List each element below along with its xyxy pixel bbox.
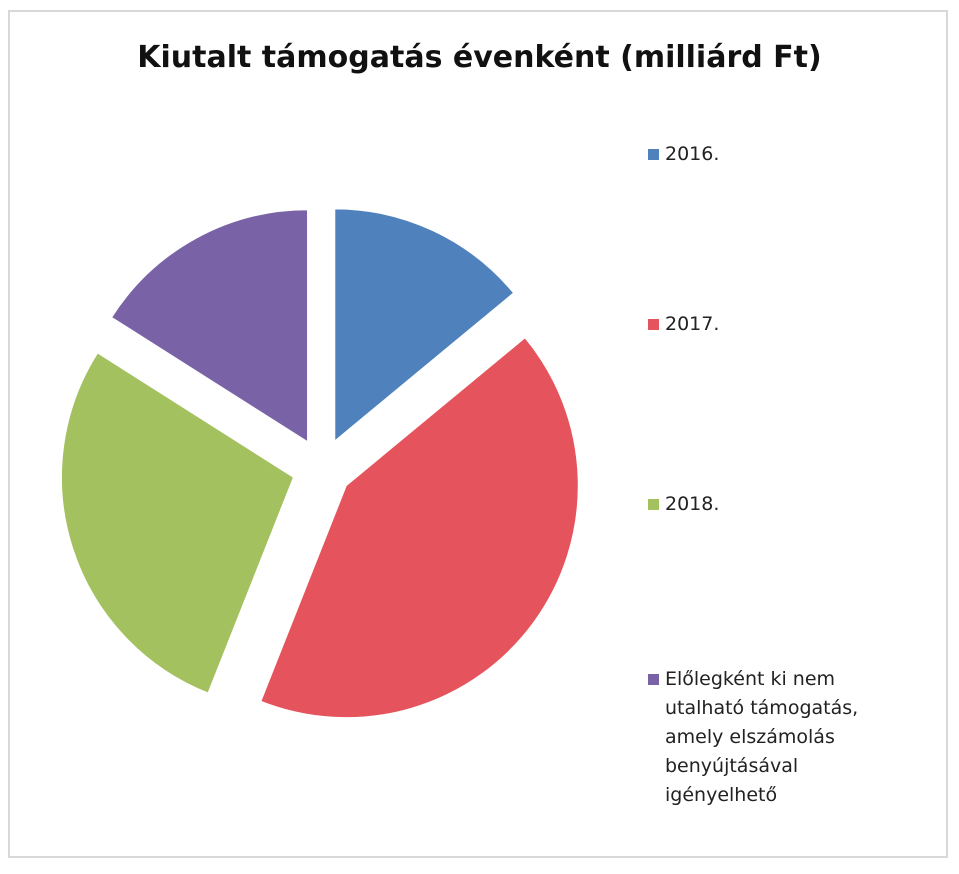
legend-item: 2016.: [648, 140, 948, 169]
pie-slice: [61, 352, 295, 694]
pie-slice: [260, 337, 579, 719]
legend-item: 2018.: [648, 490, 948, 519]
pie-slice: [110, 209, 309, 443]
legend-swatch: [648, 149, 659, 160]
legend-swatch: [648, 674, 659, 685]
legend-label: 2016.: [665, 143, 720, 165]
legend-item: 2017.: [648, 310, 948, 339]
legend-label: 2017.: [665, 313, 720, 335]
chart-frame: [8, 10, 948, 858]
legend-item: Előlegként ki nem utalható támogatás, am…: [648, 665, 948, 810]
chart-title: Kiutalt támogatás évenként (milliárd Ft): [137, 40, 822, 75]
legend-label: 2018.: [665, 493, 720, 515]
legend-label: Előlegként ki nem utalható támogatás, am…: [665, 668, 859, 806]
legend-swatch: [648, 319, 659, 330]
legend-swatch: [648, 499, 659, 510]
pie-slice: [334, 208, 515, 442]
